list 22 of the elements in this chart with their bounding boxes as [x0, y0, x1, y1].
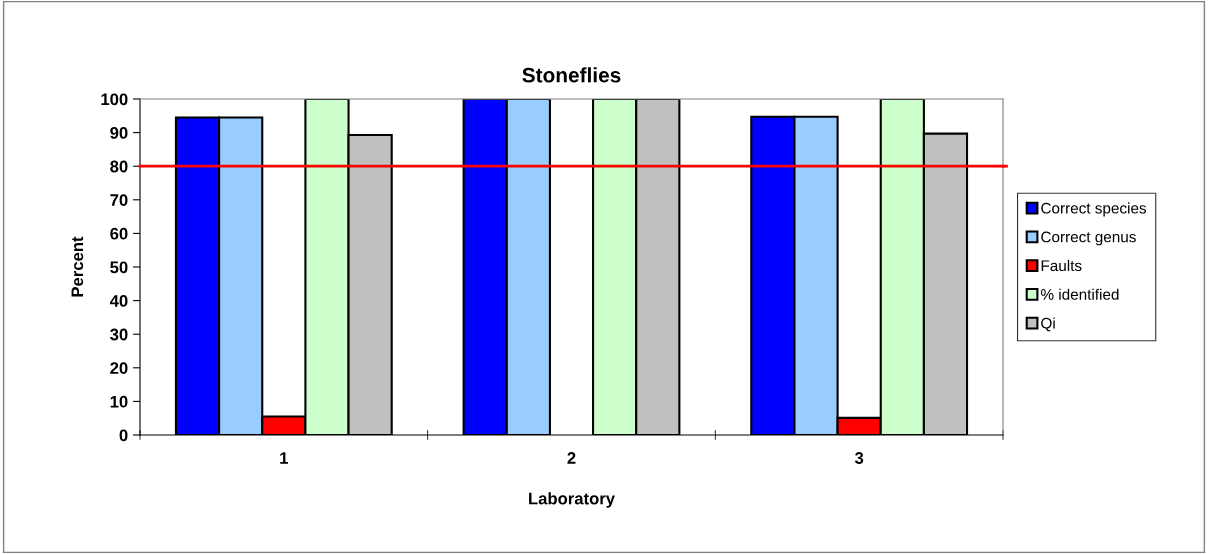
- x-axis-title: Laboratory: [529, 492, 615, 508]
- chart-title: Stoneflies: [522, 67, 621, 83]
- y-tick-label: 10: [110, 395, 128, 408]
- y-tick-label: 30: [110, 328, 128, 341]
- x-tick-label: 1: [280, 452, 288, 464]
- legend-label: % identified: [1041, 288, 1119, 300]
- legend-label: Correct species: [1041, 202, 1147, 217]
- legend-label: Correct genus: [1041, 231, 1136, 246]
- y-tick-label: 70: [110, 194, 128, 206]
- y-tick-label: 100: [101, 93, 128, 106]
- x-tick-label: 3: [854, 452, 864, 464]
- y-tick-label: 40: [109, 295, 128, 307]
- y-tick-label: 0: [119, 429, 128, 442]
- y-tick-label: 50: [110, 261, 128, 274]
- y-axis-title: Percent: [71, 236, 84, 297]
- x-tick-label: 2: [567, 452, 576, 464]
- y-tick-label: 20: [110, 362, 128, 374]
- y-tick-label: 90: [110, 127, 128, 139]
- y-tick-label: 60: [110, 227, 128, 240]
- legend-label: Qi: [1041, 317, 1055, 332]
- legend-label: Faults: [1041, 259, 1082, 272]
- y-tick-label: 80: [110, 160, 128, 173]
